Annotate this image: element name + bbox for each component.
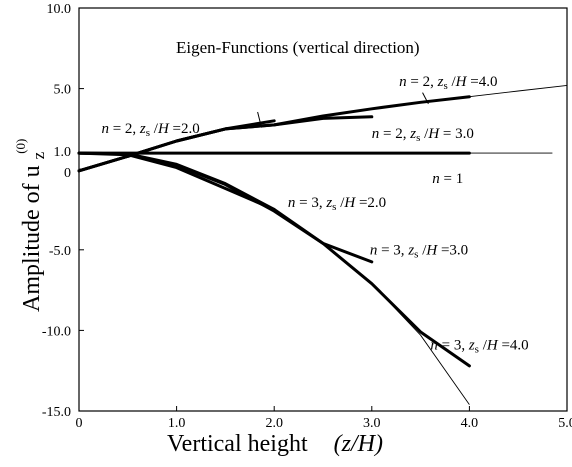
annotation-part: H [486,338,499,354]
annotation-part: H [455,74,468,90]
annotation-part: s [443,80,447,92]
series-line-7 [77,151,471,368]
annotation-part: / [420,126,429,142]
annotation-part: n [372,126,380,142]
annotation-part: z [437,74,444,90]
annotation-part: =2.0 [169,121,200,137]
x-tick-label: 2.0 [265,416,283,431]
y-tick-label: -10.0 [42,324,71,339]
annotation-part: = 3, [377,243,408,259]
x-axis-title-text: Vertical height [167,431,308,457]
y-axis-title-subscript: z [29,151,48,159]
annotation-part: H [425,243,438,259]
annotation-part: / [448,74,457,90]
annotation-part: = 2, [109,121,140,137]
x-axis-ticks: 0 1.0 2.0 3.0 4.0 5.0 [76,406,572,431]
annotation-part: s [416,132,420,144]
annotation-part: / [418,243,427,259]
x-tick-label: 0 [76,416,83,431]
annotation-part: =2.0 [355,195,386,211]
x-axis-title-variable: (z/H) [334,431,383,457]
annotation-part: =4.0 [498,338,529,354]
annotation-part: H [343,195,356,211]
y-axis-title-superscript: (0) [13,139,28,154]
chart-title: Eigen-Functions (vertical direction) [176,38,420,57]
annotation-part: n [288,195,296,211]
annotation-part: / [150,121,159,137]
y-tick-label: 5.0 [54,83,72,98]
annotation-part: = 3, [438,338,469,354]
series-curves [77,95,471,368]
y-tick-label: 1.0 [54,145,72,160]
plot-border [78,7,568,412]
x-tick-label: 5.0 [558,416,572,431]
x-axis-title: Vertical height (z/H) [167,431,383,457]
series-line-3 [77,95,471,173]
annotation-part: z [407,243,414,259]
annotation-part: = 1 [440,171,463,187]
annotation-part: n [101,121,109,137]
annotation-pointer [422,92,429,105]
curve-annotation-3: n = 2, zs /H = 3.0 [372,126,474,144]
x-tick-label: 3.0 [363,416,381,431]
annotation-part: / [336,195,345,211]
annotation-part: = 2, [379,126,410,142]
y-tick-label: 10.0 [47,2,72,17]
annotation-part: s [332,201,336,213]
annotation-part: s [146,127,150,139]
y-axis-title-text: Amplitude of u [19,165,45,312]
y-tick-label: 0 [64,166,71,181]
annotation-part: = 3.0 [439,126,474,142]
annotation-pointer [257,111,262,128]
annotation-part: H [157,121,170,137]
y-tick-label: -5.0 [49,244,71,259]
annotation-part: n [399,74,407,90]
curve-annotation-5: n = 3, zs /H =2.0 [288,195,386,213]
plot-frame [78,7,568,412]
curve-annotation-7: n = 3, zs /H =4.0 [430,338,528,356]
annotation-part: = 2, [407,74,438,90]
annotation-part: =4.0 [466,74,497,90]
annotation-part: / [479,338,488,354]
annotation-part: s [414,249,418,261]
x-tick-label: 4.0 [461,416,479,431]
annotation-part: z [409,126,416,142]
annotation-part: n [430,338,438,354]
annotation-part: z [325,195,332,211]
y-axis-ticks: 10.0 5.0 1.0 0 -5.0 -10.0 -15.0 [42,2,84,420]
x-tick-label: 1.0 [168,416,186,431]
curve-annotation-2: n = 2, zs /H =4.0 [399,74,497,92]
annotation-part: n [370,243,378,259]
annotation-part: z [468,338,475,354]
y-axis-title: Amplitude of u z (0) [13,139,50,312]
curve-annotation-1: n = 2, zs /H =2.0 [101,121,199,139]
annotation-part: n [432,171,440,187]
curve-annotation-4: n = 1 [432,171,463,187]
annotation-part: =3.0 [437,243,468,259]
curve-annotations: n = 2, zs /H =2.0n = 2, zs /H =4.0n = 2,… [101,74,528,356]
annotation-part: H [427,126,440,142]
y-tick-label: -15.0 [42,405,71,420]
annotation-part: = 3, [295,195,326,211]
annotation-part: s [475,344,479,356]
curve-annotation-6: n = 3, zs /H =3.0 [370,243,468,261]
annotation-part: z [139,121,146,137]
